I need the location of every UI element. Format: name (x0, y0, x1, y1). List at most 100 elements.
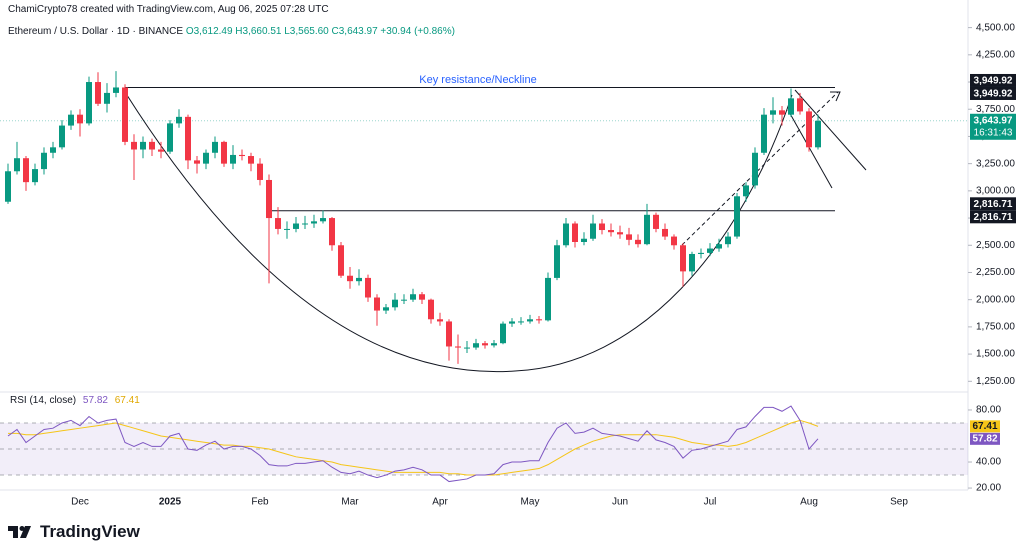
candle-body (536, 319, 542, 321)
candle-body (158, 149, 164, 152)
candle-body (590, 223, 596, 239)
candle-body (14, 158, 20, 172)
y-tick-label: 1,250.00 (976, 376, 1015, 387)
brand: TradingView (8, 522, 140, 542)
x-tick-label: Feb (251, 497, 269, 508)
x-tick-label: May (521, 497, 540, 508)
rsi-ma-value: 67.41 (115, 395, 140, 406)
candle-body (95, 82, 101, 104)
candle-body (32, 169, 38, 183)
candle-body (131, 141, 137, 150)
candle-body (761, 114, 767, 153)
countdown: 16:31:43 (974, 127, 1013, 138)
y-tick-label: 4,500.00 (976, 22, 1015, 33)
candle-body (374, 297, 380, 311)
y-tick-label: 20.00 (976, 483, 1001, 494)
candle-body (329, 218, 335, 246)
candle-body (176, 116, 182, 124)
candle-body (293, 223, 299, 229)
y-tick-label: 2,500.00 (976, 240, 1015, 251)
candle-body (149, 141, 155, 150)
candle-body (608, 230, 614, 233)
candle-body (473, 343, 479, 348)
candle-body (230, 154, 236, 164)
candle-body (167, 123, 173, 152)
y-tick-label: 1,750.00 (976, 322, 1015, 333)
candle-body (221, 141, 227, 164)
x-tick-label: Apr (432, 497, 448, 508)
chart: Key resistance/Neckline RSI (14, close) … (0, 0, 1016, 508)
candle-body (266, 179, 272, 219)
candle-body (401, 299, 407, 301)
level-badge (970, 197, 1016, 211)
candle-body (644, 214, 650, 245)
candle-body (815, 120, 821, 148)
x-tick-label: Mar (341, 497, 359, 508)
candle-body (437, 319, 443, 322)
candle-body (194, 160, 200, 164)
candle-body (5, 171, 11, 202)
candle-body (698, 252, 704, 254)
candle-body (122, 87, 128, 142)
candle-body (518, 321, 524, 323)
candle-body (788, 98, 794, 115)
candle-body (356, 277, 362, 282)
level-badge (970, 86, 1016, 100)
candle-body (743, 185, 749, 197)
y-tick-label: 3,250.00 (976, 158, 1015, 169)
candle-body (545, 277, 551, 321)
candle-body (752, 152, 758, 186)
brand-logo (8, 526, 31, 538)
trendline (787, 109, 833, 189)
candle-body (284, 228, 290, 230)
candle-body (392, 299, 398, 308)
candle-body (428, 299, 434, 320)
candle-body (716, 244, 722, 249)
candle-body (320, 218, 326, 222)
level-label: 3,949.92 (974, 76, 1013, 87)
candle-body (419, 294, 425, 300)
candle-body (347, 275, 353, 282)
candle-body (365, 277, 371, 298)
candle-body (689, 253, 695, 272)
y-tick-label: 40.00 (976, 457, 1001, 468)
value-badge (970, 432, 1000, 445)
legend-row: Ethereum / U.S. Dollar · 1D · BINANCE O3… (8, 26, 455, 37)
annotation: Key resistance/Neckline (419, 74, 536, 86)
candle-body (617, 232, 623, 235)
candle-body (806, 111, 812, 148)
candle-body (653, 214, 659, 229)
level-label: 2,816.71 (974, 212, 1013, 223)
candle-body (680, 245, 686, 272)
candle-body (383, 307, 389, 311)
candle-body (491, 343, 497, 346)
candle-body (59, 125, 65, 148)
y-tick-label: 2,250.00 (976, 267, 1015, 278)
current-price-label: 3,643.97 (974, 115, 1013, 126)
y-tick-label: 3,000.00 (976, 185, 1015, 196)
candle-body (707, 248, 713, 253)
candle-body (203, 152, 209, 164)
candle-body (599, 223, 605, 231)
candle-body (338, 245, 344, 276)
y-tick-label: 4,250.00 (976, 49, 1015, 60)
candle-body (671, 236, 677, 246)
candle-body (257, 163, 263, 180)
rsi-line (8, 419, 819, 476)
candle-body (248, 156, 254, 164)
candle-body (41, 152, 47, 170)
x-tick-label: Aug (800, 497, 818, 508)
candle-body (86, 82, 92, 124)
rsi-name: RSI (14, close) (10, 395, 76, 406)
level-badge (970, 73, 1016, 87)
x-tick-label: Sep (890, 497, 908, 508)
candle-body (455, 346, 461, 348)
candle-body (185, 116, 191, 161)
candle-body (527, 319, 533, 322)
candle-body (77, 114, 83, 124)
credit: ChamiCrypto78 created with TradingView.c… (8, 4, 329, 15)
arrow-head (830, 91, 841, 102)
value-badge-label: 57.82 (972, 433, 997, 444)
projection (681, 91, 839, 246)
candle-body (554, 245, 560, 278)
